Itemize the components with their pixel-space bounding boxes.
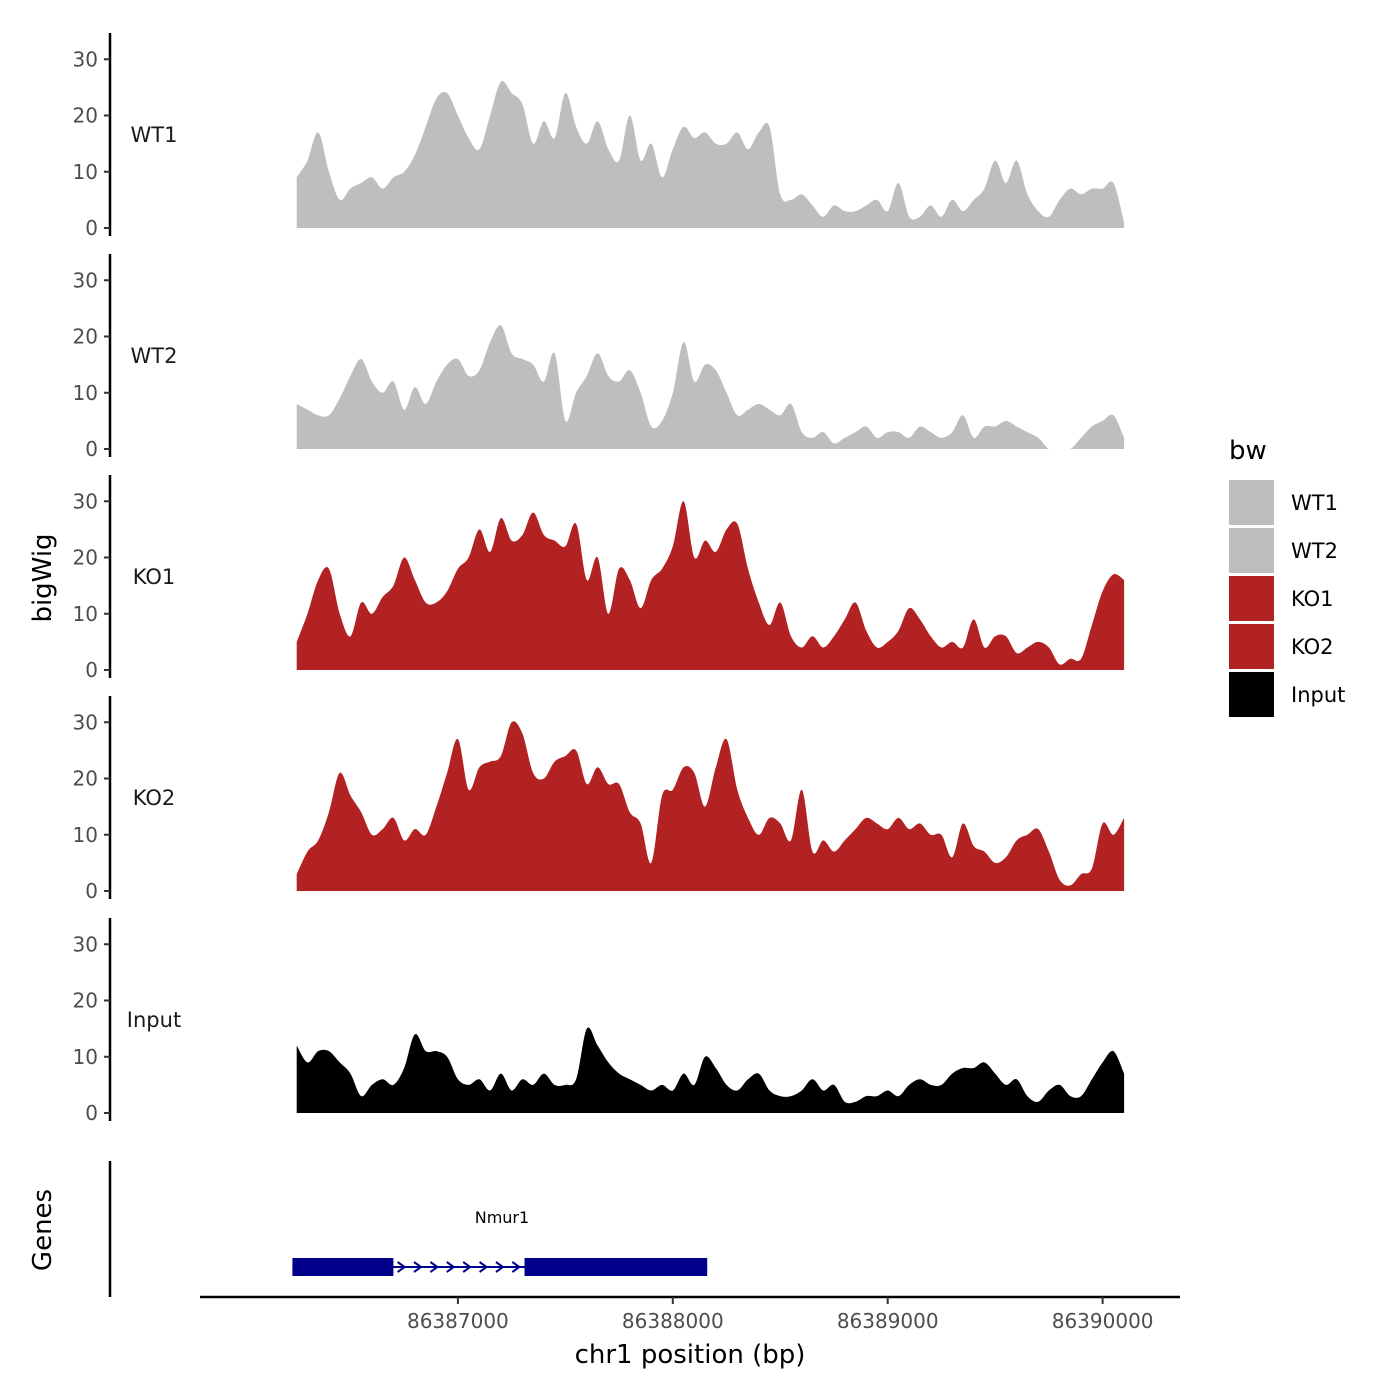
y-tick-label: 30	[73, 47, 98, 71]
legend: bw WT1 WT2 KO1 KO2 Input	[1229, 436, 1345, 717]
track-label: WT2	[131, 344, 178, 368]
area-wt1	[296, 81, 1125, 228]
gene-name-label: Nmur1	[475, 1208, 529, 1227]
x-tick-label: 86390000	[1052, 1309, 1154, 1333]
y-tick-label: 30	[73, 932, 98, 956]
x-tick-label: 86387000	[407, 1309, 509, 1333]
legend-swatch	[1229, 528, 1274, 573]
legend-label: KO1	[1291, 587, 1334, 611]
strand-arrow	[511, 1261, 522, 1273]
track-panels: 0 10 20 30 WT1 0 10 20 30 WT2 0 10 20 30 KO1 0 10 20 30 KO2…	[73, 33, 1125, 1125]
legend-label: WT1	[1291, 491, 1338, 515]
legend-swatch	[1229, 480, 1274, 525]
area-wt2	[296, 325, 1125, 449]
legend-label: WT2	[1291, 539, 1338, 563]
y-tick-label: 20	[73, 767, 98, 791]
y-tick-label: 10	[73, 602, 98, 626]
strand-arrow	[478, 1261, 489, 1273]
gene-exon	[292, 1258, 394, 1276]
y-tick-label: 10	[73, 1045, 98, 1069]
track-ko1: 0 10 20 30 KO1	[73, 475, 1125, 682]
x-axis: 86387000 86388000 86389000 86390000	[200, 1295, 1180, 1333]
track-label: KO1	[133, 565, 176, 589]
y-tick-label: 0	[85, 658, 98, 682]
y-tick-label: 30	[73, 268, 98, 292]
legend-swatch	[1229, 576, 1274, 621]
legend-label: KO2	[1291, 635, 1334, 659]
track-input: 0 10 20 30 Input	[73, 918, 1125, 1125]
legend-swatch	[1229, 672, 1274, 717]
y-axis-title: bigWig	[28, 533, 58, 622]
strand-arrow	[446, 1261, 456, 1273]
y-tick-label: 30	[73, 710, 98, 734]
y-tick-label: 0	[85, 879, 98, 903]
y-tick-label: 10	[73, 160, 98, 184]
gene-exon	[524, 1258, 708, 1276]
genes-axis-title: Genes	[28, 1189, 58, 1271]
area-ko2	[296, 721, 1125, 891]
y-tick-label: 30	[73, 489, 98, 513]
strand-arrow	[397, 1261, 407, 1273]
y-tick-label: 0	[85, 1101, 98, 1125]
strand-arrow	[462, 1261, 472, 1273]
track-ko2: 0 10 20 30 KO2	[73, 696, 1125, 903]
legend-item-input: Input	[1229, 672, 1345, 717]
track-label: WT1	[131, 123, 178, 147]
strand-arrow	[413, 1261, 423, 1273]
track-label: KO2	[133, 786, 176, 810]
track-wt1: 0 10 20 30 WT1	[73, 33, 1125, 240]
y-tick-label: 20	[73, 104, 98, 128]
legend-item-ko1: KO1	[1229, 576, 1334, 621]
area-ko1	[296, 501, 1125, 670]
track-label: Input	[127, 1008, 181, 1032]
x-axis-title: chr1 position (bp)	[575, 1340, 806, 1370]
y-tick-label: 10	[73, 381, 98, 405]
x-tick-label: 86388000	[622, 1309, 724, 1333]
legend-label: Input	[1291, 683, 1345, 707]
area-input	[296, 1027, 1125, 1113]
legend-item-wt1: WT1	[1229, 480, 1338, 525]
strand-arrow	[495, 1261, 505, 1273]
y-tick-label: 20	[73, 546, 98, 570]
track-wt2: 0 10 20 30 WT2	[73, 254, 1125, 461]
legend-item-ko2: KO2	[1229, 624, 1334, 669]
genes-track: Nmur1	[108, 1161, 708, 1297]
gene-nmur1: Nmur1	[292, 1208, 708, 1276]
y-tick-label: 10	[73, 823, 98, 847]
legend-title: bw	[1229, 436, 1267, 466]
strand-arrow	[429, 1261, 440, 1273]
y-tick-label: 20	[73, 989, 98, 1013]
y-tick-label: 0	[85, 216, 98, 240]
y-tick-label: 20	[73, 325, 98, 349]
legend-item-wt2: WT2	[1229, 528, 1338, 573]
y-tick-label: 0	[85, 437, 98, 461]
x-tick-label: 86389000	[837, 1309, 939, 1333]
legend-swatch	[1229, 624, 1274, 669]
